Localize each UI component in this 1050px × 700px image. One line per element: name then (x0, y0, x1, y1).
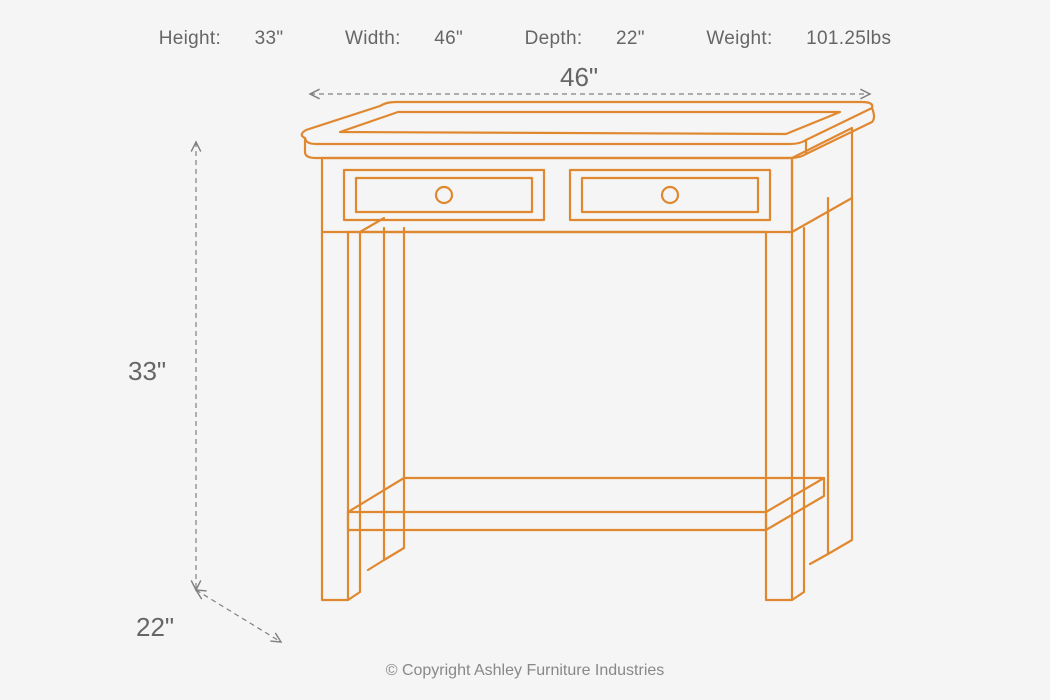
table-drawing (302, 102, 874, 600)
furniture-diagram (0, 0, 1050, 700)
drawer-right (570, 170, 770, 220)
drawer-left (344, 170, 544, 220)
width-callout: 46" (560, 62, 598, 93)
height-callout: 33" (128, 356, 166, 387)
depth-callout: 22" (136, 612, 174, 643)
copyright-text: © Copyright Ashley Furniture Industries (0, 662, 1050, 680)
